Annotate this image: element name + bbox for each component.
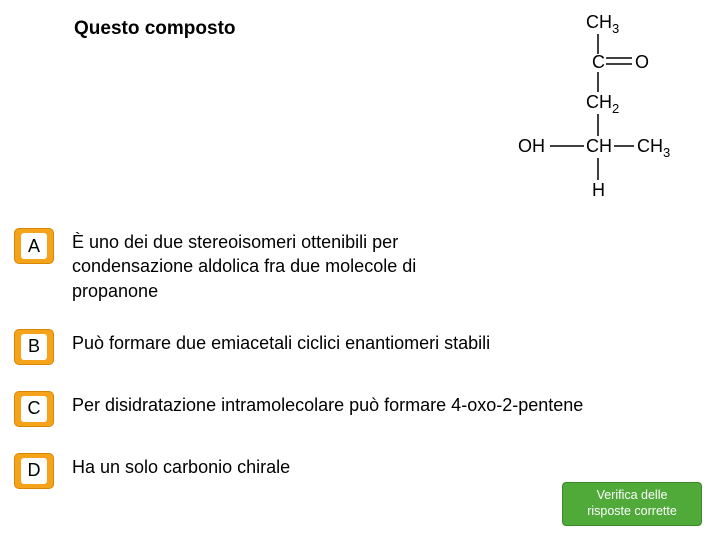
option-badge-b: B bbox=[14, 329, 54, 365]
option-letter: C bbox=[21, 396, 47, 422]
svg-text:CH: CH bbox=[586, 136, 612, 156]
verify-line1: Verifica delle bbox=[597, 488, 668, 504]
svg-text:OH: OH bbox=[518, 136, 545, 156]
verify-line2: risposte corrette bbox=[587, 504, 677, 520]
options-list: A È uno dei due stereoisomeri ottenibili… bbox=[14, 228, 700, 515]
svg-text:H: H bbox=[592, 180, 605, 200]
svg-text:CH3: CH3 bbox=[586, 12, 619, 36]
option-badge-a: A bbox=[14, 228, 54, 264]
option-text-d: Ha un solo carbonio chirale bbox=[72, 453, 290, 479]
svg-text:CH2: CH2 bbox=[586, 92, 619, 116]
molecule-structure: CH3 C O CH2 OH CH CH3 H bbox=[510, 10, 670, 220]
option-text-b: Può formare due emiacetali ciclici enant… bbox=[72, 329, 490, 355]
svg-text:C: C bbox=[592, 52, 605, 72]
option-c[interactable]: C Per disidratazione intramolecolare può… bbox=[14, 391, 700, 427]
question-title: Questo composto bbox=[74, 18, 236, 40]
option-letter: A bbox=[21, 233, 47, 259]
option-text-a: È uno dei due stereoisomeri ottenibili p… bbox=[72, 228, 462, 303]
option-text-c: Per disidratazione intramolecolare può f… bbox=[72, 391, 583, 417]
verify-button[interactable]: Verifica delle risposte corrette bbox=[562, 482, 702, 526]
svg-text:CH3: CH3 bbox=[637, 136, 670, 160]
option-a[interactable]: A È uno dei due stereoisomeri ottenibili… bbox=[14, 228, 700, 303]
option-badge-c: C bbox=[14, 391, 54, 427]
svg-text:O: O bbox=[635, 52, 649, 72]
option-letter: B bbox=[21, 334, 47, 360]
option-letter: D bbox=[21, 458, 47, 484]
option-b[interactable]: B Può formare due emiacetali ciclici ena… bbox=[14, 329, 700, 365]
option-badge-d: D bbox=[14, 453, 54, 489]
